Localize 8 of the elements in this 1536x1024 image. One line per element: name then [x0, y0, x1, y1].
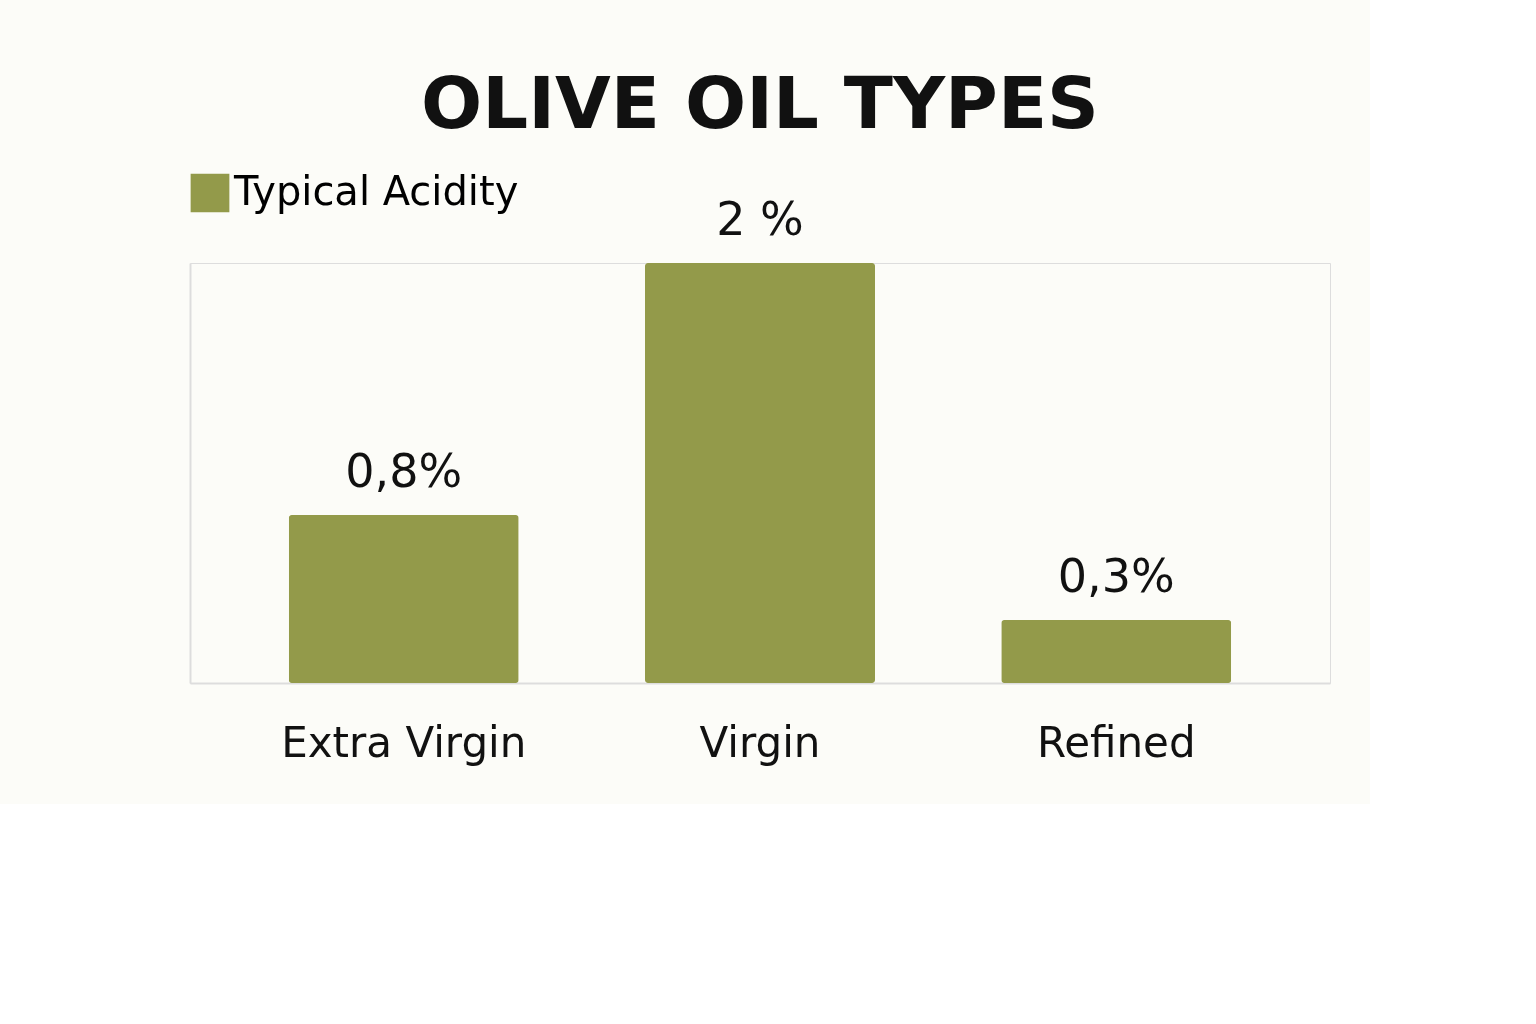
- chart-title: OLIVE OIL TYPES: [421, 61, 1099, 145]
- data-label: 0,8%: [345, 444, 463, 498]
- x-tick-label: Extra Virgin: [281, 717, 527, 767]
- x-tick-label: Refined: [1036, 717, 1196, 767]
- x-tick-label: Virgin: [699, 717, 821, 767]
- data-label: 2 %: [716, 192, 804, 246]
- legend-label: Typical Acidity: [233, 168, 519, 214]
- data-label: 0,3%: [1057, 549, 1175, 603]
